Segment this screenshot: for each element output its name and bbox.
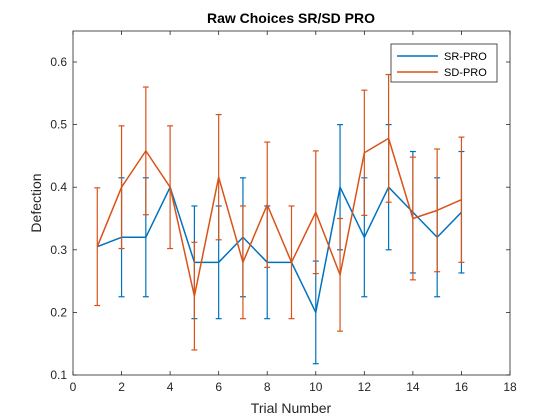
plot-frame <box>72 30 511 376</box>
series-line-sd-pro <box>96 137 462 297</box>
legend-label-sr-pro: SR-PRO <box>444 51 487 63</box>
x-axis-label: Trial Number <box>251 400 332 416</box>
y-axis-label: Defection <box>28 173 44 232</box>
y-tick-label: 0.3 <box>50 243 67 257</box>
y-tick-label: 0.4 <box>50 180 67 194</box>
x-tick-label: 8 <box>264 380 271 394</box>
y-tick-label: 0.6 <box>50 55 67 69</box>
x-tick-label: 16 <box>455 380 469 394</box>
legend-box <box>390 43 498 83</box>
x-tick-label: 14 <box>406 380 420 394</box>
legend-label-sd-pro: SD-PRO <box>444 67 487 79</box>
series-sd-pro <box>94 73 465 351</box>
x-tick-label: 4 <box>167 380 174 394</box>
y-tick-label: 0.5 <box>50 118 67 132</box>
error-bar <box>94 187 101 307</box>
x-tick-label: 12 <box>358 380 372 394</box>
series-line-sr-pro <box>97 186 462 314</box>
error-bar <box>458 136 465 263</box>
chart-title: Raw Choices SR/SD PRO <box>207 10 375 26</box>
x-tick-label: 10 <box>309 380 323 394</box>
y-tick-label: 0.2 <box>50 305 67 319</box>
x-tick-label: 6 <box>215 380 222 394</box>
x-tick-label: 0 <box>70 380 77 394</box>
axis-ticks: 0 2 4 6 8 10 12 14 16 18 0.1 0.2 0.3 0.4 0.5 0.6 <box>50 31 517 394</box>
x-tick-label: 18 <box>503 380 517 394</box>
series-layer <box>94 73 465 365</box>
y-tick-label: 0.1 <box>50 368 67 382</box>
plot-area <box>73 31 510 375</box>
x-tick-label: 2 <box>118 380 125 394</box>
legend: SR-PRO SD-PRO <box>390 43 498 83</box>
